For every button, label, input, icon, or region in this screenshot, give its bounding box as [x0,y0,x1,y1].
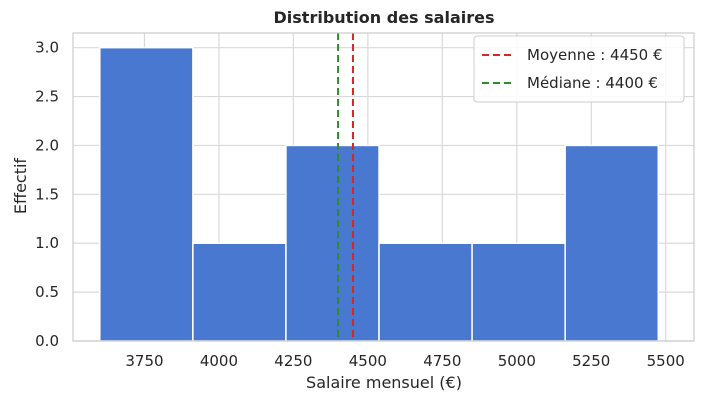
y-tick-label-5: 2.5 [35,88,59,106]
x-tick-label-0: 3750 [125,352,163,370]
chart-title: Distribution des salaires [274,8,495,27]
histogram-bar-2 [285,144,380,342]
x-tick-label-6: 5250 [572,352,610,370]
y-axis-ticks: 0.0 0.5 1.0 1.5 2.0 2.5 3.0 [35,39,59,350]
y-tick-label-2: 1.0 [35,234,59,252]
x-tick-label-5: 5000 [498,352,536,370]
x-tick-label-1: 4000 [200,352,238,370]
y-tick-label-6: 3.0 [35,39,59,57]
reference-lines [337,33,354,341]
x-tick-label-2: 4250 [274,352,312,370]
x-axis-label: Salaire mensuel (€) [306,373,462,392]
histogram-bar-0 [99,46,194,342]
histogram-bar-3 [378,242,473,342]
legend-mean-label: Moyenne : 4450 € [527,46,663,64]
x-tick-label-7: 5500 [647,352,685,370]
x-tick-label-4: 4750 [423,352,461,370]
histogram-bar-5 [564,144,660,342]
legend-median-label: Médiane : 4400 € [527,74,658,92]
histogram-bar-1 [192,242,287,342]
x-tick-label-3: 4500 [349,352,387,370]
bars [99,46,660,342]
legend: Moyenne : 4450 € Médiane : 4400 € [473,35,685,103]
y-tick-label-4: 2.0 [35,136,59,154]
y-axis-label: Effectif [11,158,30,214]
x-axis-ticks: 3750 4000 4250 4500 4750 5000 5250 5500 [125,352,684,370]
histogram-bar-4 [471,242,566,342]
plot-frame [72,32,695,342]
y-tick-label-3: 1.5 [35,185,59,203]
y-tick-label-0: 0.0 [35,332,59,350]
y-tick-label-1: 0.5 [35,283,59,301]
